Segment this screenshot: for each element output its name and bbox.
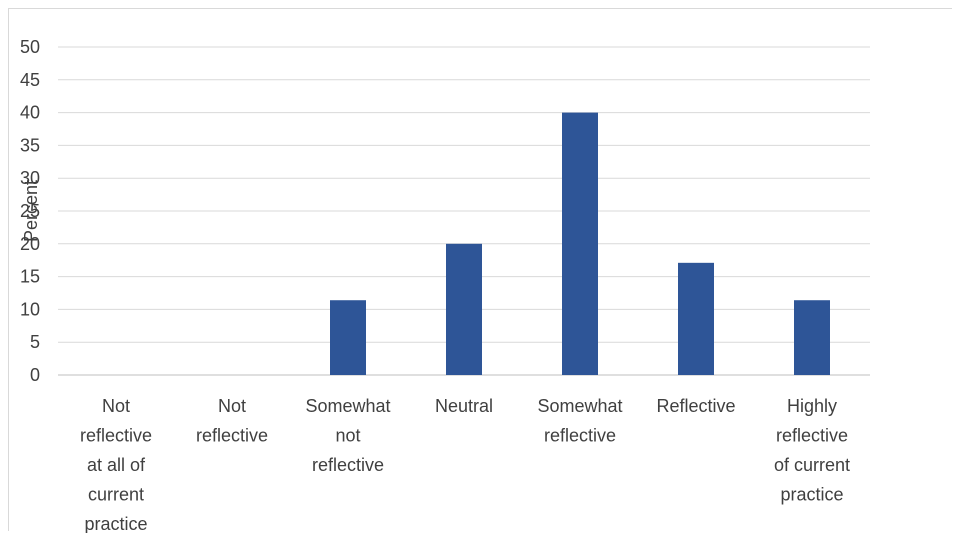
y-tick-label: 10 <box>20 299 40 319</box>
x-category-label: Not reflective <box>196 396 268 446</box>
bar <box>678 262 714 375</box>
y-tick-label: 40 <box>20 103 40 123</box>
bar <box>446 243 482 375</box>
x-category-label: Reflective <box>656 396 735 416</box>
y-tick-label: 25 <box>20 201 40 221</box>
bar <box>562 112 598 375</box>
x-category-label: Highly reflective of current practice <box>774 396 850 505</box>
y-tick-label: 5 <box>30 332 40 352</box>
x-category-label: Not reflective at all of current practice <box>80 396 152 533</box>
x-category-label: Neutral <box>435 396 493 416</box>
y-tick-label: 20 <box>20 234 40 254</box>
y-tick-label: 30 <box>20 168 40 188</box>
y-tick-label: 45 <box>20 70 40 90</box>
x-category-label: Somewhat not reflective <box>305 396 390 475</box>
y-axis-ticks: 0 5 10 15 20 25 30 35 40 45 50 <box>20 37 40 385</box>
y-tick-label: 50 <box>20 37 40 57</box>
y-tick-label: 35 <box>20 135 40 155</box>
bar <box>330 300 366 375</box>
bars <box>330 112 830 375</box>
y-tick-label: 15 <box>20 267 40 287</box>
y-axis-label: Percent <box>21 180 41 242</box>
x-category-label: Somewhat reflective <box>537 396 622 446</box>
y-tick-label: 0 <box>30 365 40 385</box>
x-axis-categories: Not reflective at all of current practice Not… <box>80 396 850 533</box>
bar <box>794 300 830 375</box>
chart-frame <box>8 8 952 531</box>
